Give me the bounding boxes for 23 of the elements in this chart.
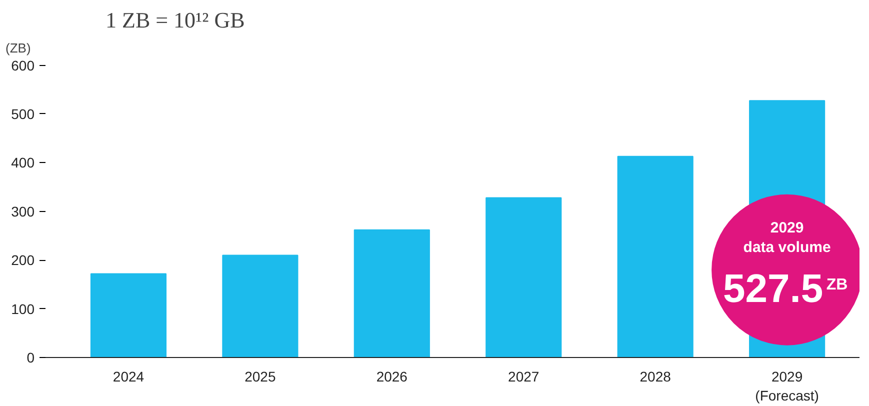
annotation: 2029 data volume — [743, 220, 831, 256]
bar — [90, 273, 167, 358]
bar — [222, 254, 298, 358]
annotation: 527.5 — [723, 266, 824, 311]
bar — [486, 197, 562, 358]
x-tick-label: 2027 — [508, 368, 540, 384]
y-axis-title: (ZB) — [6, 40, 31, 56]
y-tick-label: 100 — [11, 300, 35, 317]
annotation: ZB — [826, 276, 848, 294]
y-tick-label: 500 — [11, 106, 35, 122]
y-tick-label: 200 — [11, 252, 35, 268]
y-tick-label: 400 — [11, 154, 35, 171]
x-tick-label: 2024 — [112, 368, 144, 384]
x-tick-label: 2025 — [244, 368, 276, 384]
x-tick-label: 2026 — [376, 368, 408, 384]
y-tick-label: 0 — [26, 350, 35, 366]
chart-title: 1 ZB = 10¹² GB — [106, 8, 245, 32]
bar — [354, 229, 430, 358]
y-tick-label: 300 — [11, 203, 35, 220]
bar — [617, 156, 694, 358]
x-tick-label: 2028 — [640, 368, 672, 384]
x-tick-label: 2029 (Forecast) — [755, 368, 819, 404]
y-tick-label: 600 — [11, 57, 35, 74]
